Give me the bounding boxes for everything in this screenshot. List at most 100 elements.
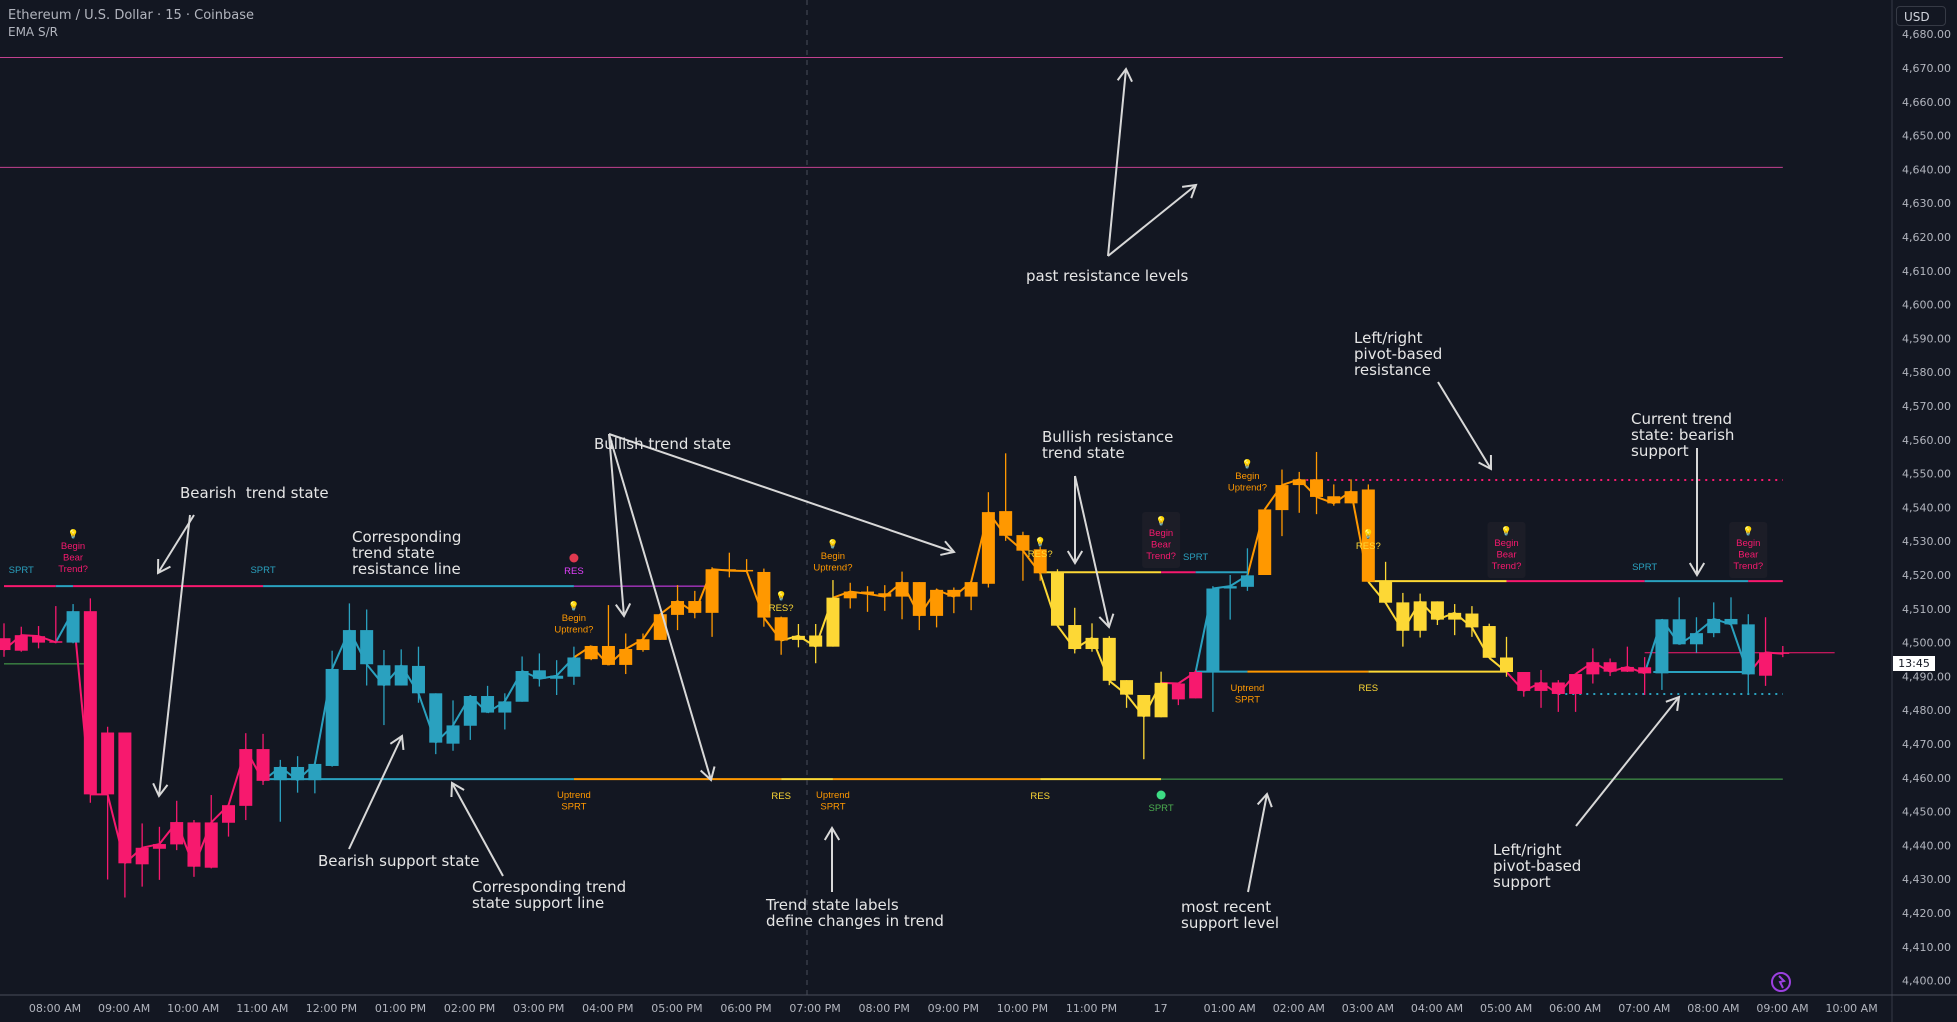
candle-body	[1586, 662, 1600, 675]
arrow-shaft	[608, 433, 955, 553]
arrow-head-icon	[700, 766, 716, 782]
candle	[1085, 623, 1099, 652]
time-tick-label: 12:00 PM	[306, 1002, 357, 1015]
candle	[1379, 561, 1393, 603]
trend-label: SPRT	[250, 565, 275, 576]
arrow-shaft	[1247, 793, 1268, 893]
trend-label-text: SPRT	[561, 802, 586, 813]
time-tick-label: 06:00 AM	[1549, 1002, 1601, 1015]
trend-label-text: Begin	[1149, 528, 1173, 539]
trend-label-text: SPRT	[1632, 562, 1657, 573]
trend-label: SPRT	[9, 565, 34, 576]
annotation-pivot-support: Left/right pivot-based support	[1493, 841, 1582, 891]
candle-body	[1361, 489, 1375, 582]
arrow-head-icon	[1116, 67, 1133, 83]
candle-body	[101, 732, 115, 795]
candle-body	[1724, 618, 1738, 625]
candle-body	[463, 696, 477, 726]
label-box	[1729, 522, 1768, 578]
price-tick-label: 4,490.00	[1902, 670, 1951, 683]
candle	[1759, 617, 1773, 686]
candle	[49, 606, 63, 644]
arrow-shaft	[608, 433, 712, 781]
candle-body	[1102, 637, 1116, 681]
trend-label-text: Bear	[63, 553, 83, 564]
candle-body	[653, 614, 667, 640]
candle-body	[1085, 637, 1099, 650]
candle-body	[222, 805, 236, 823]
candle-body	[273, 766, 287, 781]
candle	[601, 605, 615, 666]
candle	[32, 626, 46, 649]
candle-body	[1379, 581, 1393, 603]
lightbulb-icon: 💡	[1363, 528, 1374, 540]
candle-body	[809, 635, 823, 647]
tradingview-logo-icon[interactable]	[1771, 972, 1791, 992]
candle-body	[360, 630, 374, 665]
annotation-arrow	[823, 826, 841, 892]
candle-body	[1240, 575, 1254, 587]
candle	[1741, 614, 1755, 694]
candle-body	[567, 657, 581, 677]
price-tick-label: 4,610.00	[1902, 265, 1951, 278]
candle-body	[722, 569, 736, 571]
candle	[964, 582, 978, 611]
candle	[1068, 607, 1082, 654]
price-tick-label: 4,580.00	[1902, 366, 1951, 379]
time-tick-label: 17	[1154, 1002, 1168, 1015]
trend-label-text: SPRT	[9, 565, 34, 576]
candle	[1206, 586, 1220, 712]
candle-body	[1517, 672, 1531, 691]
candle	[394, 649, 408, 686]
time-tick-label: 11:00 PM	[1066, 1002, 1117, 1015]
candle-body	[619, 649, 633, 665]
candle	[912, 582, 926, 631]
arrow-shaft	[1437, 381, 1492, 470]
candle	[222, 805, 236, 837]
candle	[999, 453, 1013, 541]
candle	[1707, 602, 1721, 638]
lightbulb-icon: 💡	[67, 528, 78, 540]
candle-body	[1068, 625, 1082, 650]
currency-button[interactable]: USD	[1896, 6, 1946, 26]
candle-body	[1620, 666, 1634, 672]
price-tick-label: 4,640.00	[1902, 163, 1951, 176]
time-axis[interactable]: 08:00 AM 09:00 AM 10:00 AM 11:00 AM 12:00 PM…	[29, 1002, 1878, 1015]
candle-body	[774, 617, 788, 641]
candle	[774, 616, 788, 655]
candle	[515, 656, 529, 702]
annotation-bearish-support: Bearish support state	[318, 852, 480, 870]
candle	[757, 568, 771, 627]
candle-body	[861, 591, 874, 594]
annotation-arrow	[1074, 475, 1115, 629]
candle-body	[256, 749, 270, 781]
annotation-arrow	[1247, 792, 1273, 893]
candle-body	[550, 675, 564, 679]
indicator-title[interactable]: EMA S/R	[8, 25, 58, 39]
price-axis[interactable]: 4,680.00 4,670.00 4,660.00 4,650.00 4,640.00…	[1902, 28, 1951, 987]
trend-label-text: SPRT	[1235, 695, 1260, 706]
candle	[256, 733, 270, 785]
price-tick-label: 4,430.00	[1902, 873, 1951, 886]
trend-label-text: RES	[1359, 683, 1379, 694]
candle	[1258, 509, 1272, 575]
candle	[481, 685, 495, 713]
candle	[1569, 674, 1583, 712]
candle	[360, 609, 374, 686]
symbol-title[interactable]: Ethereum / U.S. Dollar · 15 · Coinbase	[8, 8, 255, 23]
time-tick-label: 08:00 AM	[29, 1002, 81, 1015]
candle	[1448, 604, 1462, 636]
annotation-trend-labels: Trend state labels define changes in tre…	[766, 896, 944, 930]
candle-body	[584, 645, 598, 660]
candle-body	[1413, 601, 1427, 631]
candle-body	[515, 670, 529, 702]
arrow-head-icon	[823, 826, 841, 841]
candle-body	[1120, 680, 1134, 695]
